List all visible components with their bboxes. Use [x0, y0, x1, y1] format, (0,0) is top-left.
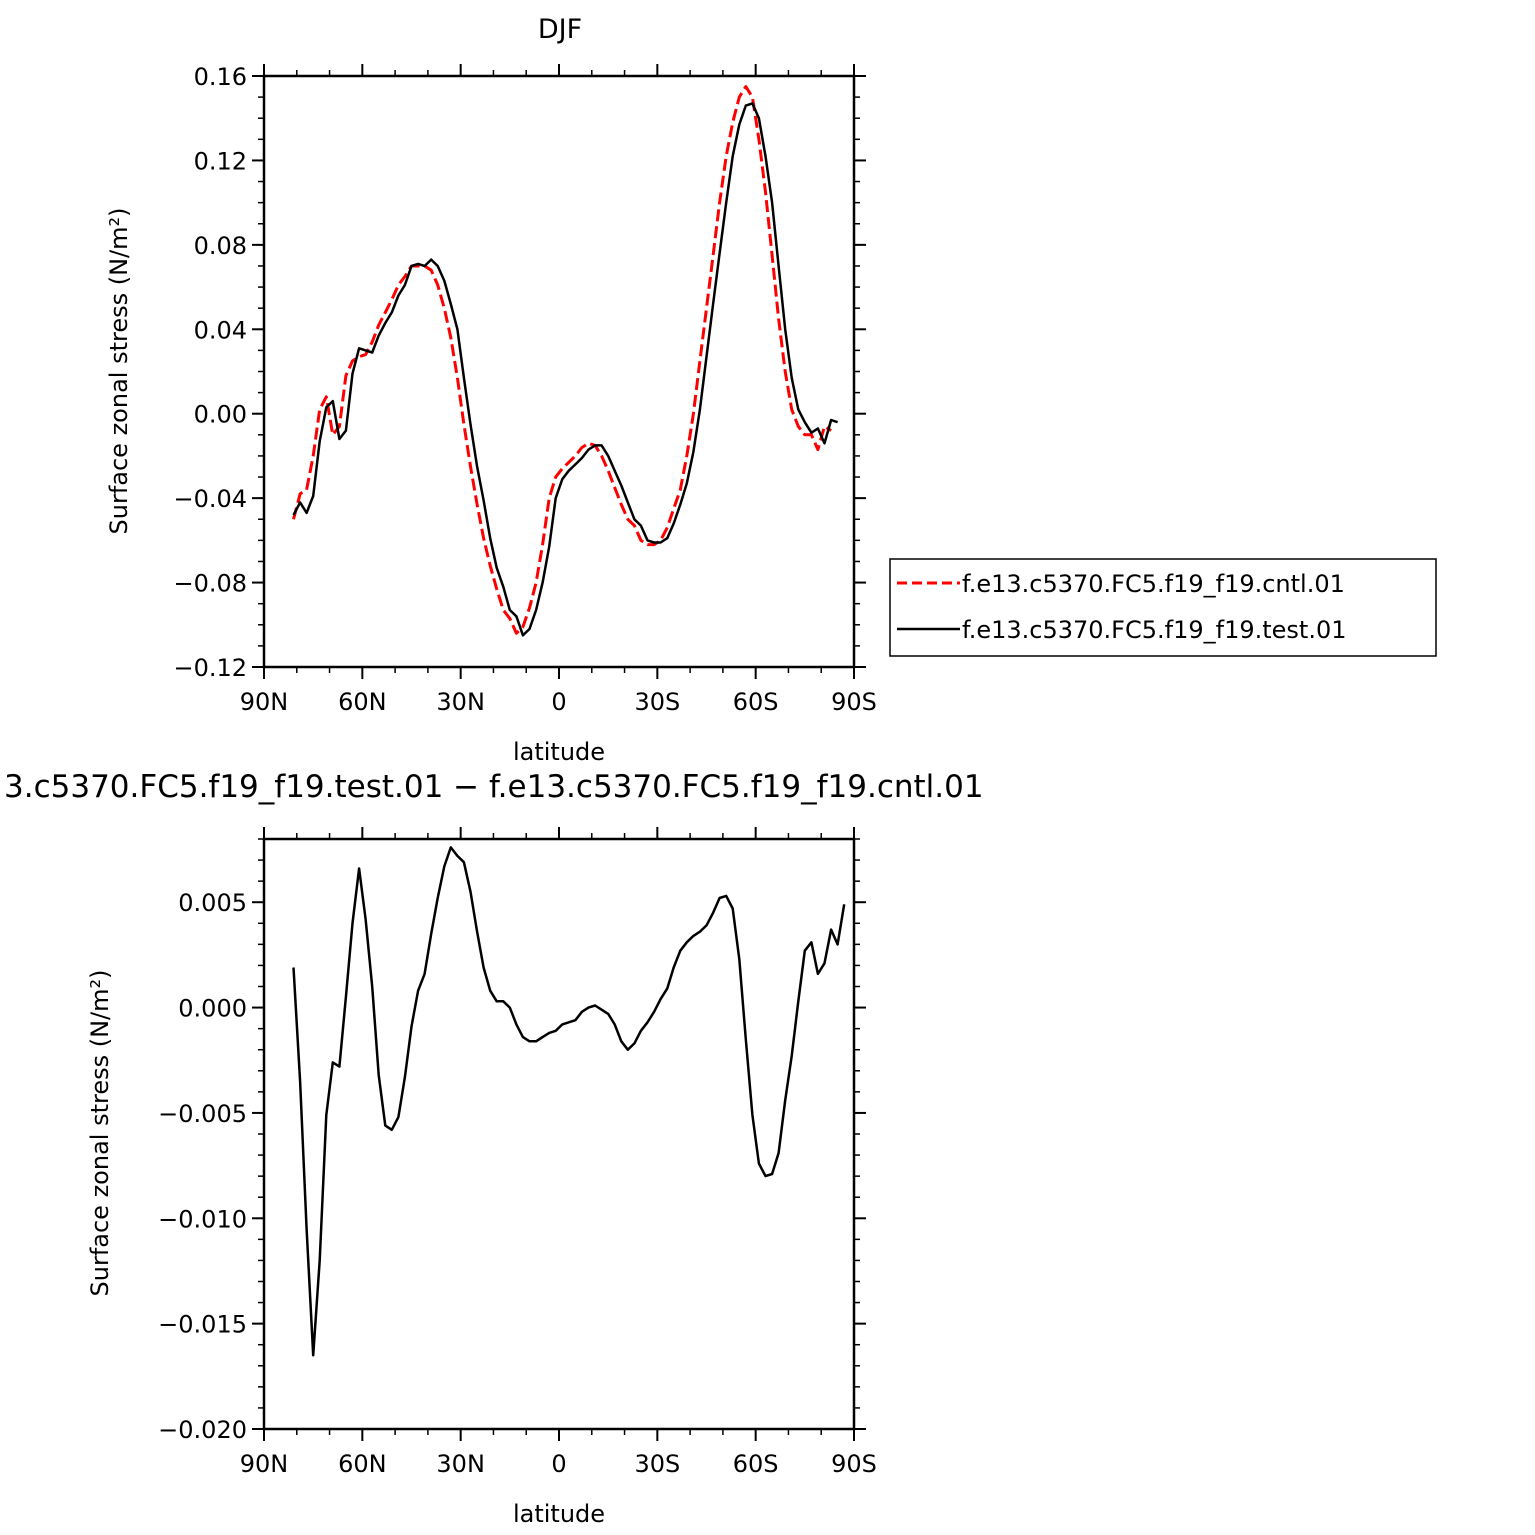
- top-x-axis-label: latitude: [513, 738, 605, 766]
- top-y-tick-label: −0.08: [173, 570, 247, 598]
- bottom-x-axis-label: latitude: [513, 1500, 605, 1528]
- top-y-tick-label: 0.12: [194, 147, 247, 175]
- top-y-tick-label: 0.04: [194, 316, 247, 344]
- legend-entry-cntl: f.e13.c5370.FC5.f19_f19.cntl.01: [962, 570, 1345, 598]
- bottom-x-tick-label: 30N: [436, 1450, 485, 1478]
- top-x-tick-label: 90N: [240, 688, 289, 716]
- bottom-x-tick-label: 30S: [634, 1450, 680, 1478]
- bottom-y-tick-label: 0.005: [178, 889, 247, 917]
- bottom-y-tick-label: −0.005: [158, 1100, 247, 1128]
- top-x-tick-label: 0: [551, 688, 566, 716]
- top-x-tick-label: 30N: [436, 688, 485, 716]
- top-y-axis-label: Surface zonal stress (N/m²): [105, 208, 133, 535]
- bottom-chart-title: 3.c5370.FC5.f19_f19.test.01 − f.e13.c537…: [4, 769, 984, 805]
- bottom-y-tick-label: 0.000: [178, 995, 247, 1023]
- bottom-y-tick-label: −0.020: [158, 1416, 247, 1444]
- legend-box: [889, 558, 1437, 657]
- bottom-y-tick-label: −0.010: [158, 1205, 247, 1233]
- bottom-x-tick-label: 0: [551, 1450, 566, 1478]
- top-x-tick-label: 30S: [634, 688, 680, 716]
- bottom-plot-frame: [262, 837, 856, 1431]
- bottom-x-tick-label: 90N: [240, 1450, 289, 1478]
- legend: f.e13.c5370.FC5.f19_f19.cntl.01 f.e13.c5…: [889, 558, 1437, 657]
- top-x-tick-label: 90S: [831, 688, 877, 716]
- top-x-tick-label: 60N: [338, 688, 387, 716]
- top-series-line-1: [292, 102, 839, 637]
- bottom-chart: 3.c5370.FC5.f19_f19.test.01 − f.e13.c537…: [4, 769, 984, 1528]
- top-chart: DJF 90N 60N 30N 0 30S 60S 90S −0.12 −0.08 −0.04 0.…: [105, 14, 1437, 766]
- bottom-series-line-0: [292, 846, 846, 1357]
- bottom-x-tick-label: 60N: [338, 1450, 387, 1478]
- top-y-tick-label: 0.00: [194, 401, 247, 429]
- legend-entry-test: f.e13.c5370.FC5.f19_f19.test.01: [962, 616, 1347, 644]
- top-y-tick-label: −0.04: [173, 485, 247, 513]
- top-y-tick-label: 0.16: [194, 63, 247, 91]
- top-series-line-0: [292, 85, 832, 635]
- top-y-tick-label: −0.12: [173, 654, 247, 682]
- bottom-x-tick-label: 90S: [831, 1450, 877, 1478]
- bottom-y-tick-label: −0.015: [158, 1311, 247, 1339]
- top-y-tick-label: 0.08: [194, 232, 247, 260]
- top-x-tick-label: 60S: [733, 688, 779, 716]
- bottom-x-tick-label: 60S: [733, 1450, 779, 1478]
- top-chart-title: DJF: [538, 14, 582, 45]
- top-plot-frame: [262, 74, 856, 669]
- bottom-y-axis-label: Surface zonal stress (N/m²): [86, 970, 114, 1297]
